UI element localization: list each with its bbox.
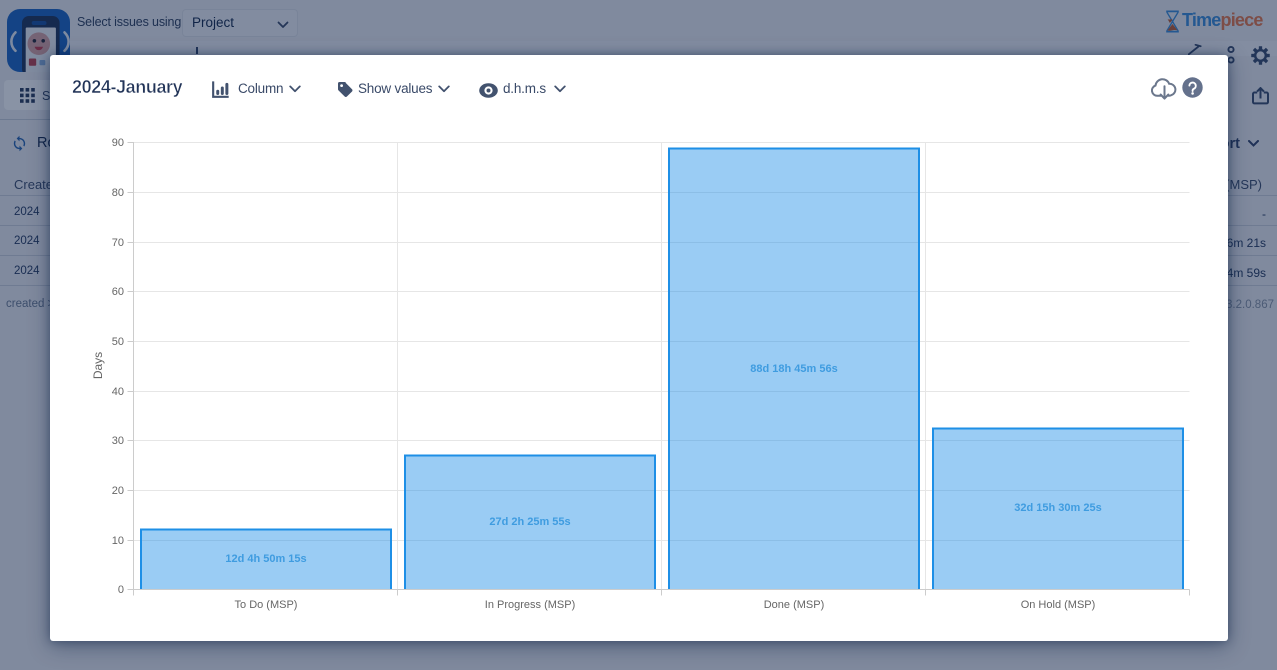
svg-text:20: 20	[112, 485, 124, 497]
svg-text:32d 15h 30m 25s: 32d 15h 30m 25s	[1014, 502, 1101, 514]
svg-text:40: 40	[112, 386, 124, 398]
svg-text:90: 90	[112, 137, 124, 149]
svg-text:To Do (MSP): To Do (MSP)	[235, 599, 298, 611]
svg-text:27d 2h 25m 55s: 27d 2h 25m 55s	[489, 516, 570, 528]
svg-text:On Hold (MSP): On Hold (MSP)	[1021, 599, 1096, 611]
svg-text:88d 18h 45m 56s: 88d 18h 45m 56s	[750, 363, 837, 375]
svg-text:10: 10	[112, 535, 124, 547]
svg-text:50: 50	[112, 336, 124, 348]
svg-text:Done (MSP): Done (MSP)	[764, 599, 825, 611]
svg-text:70: 70	[112, 237, 124, 249]
svg-text:In Progress (MSP): In Progress (MSP)	[485, 599, 575, 611]
svg-text:60: 60	[112, 286, 124, 298]
svg-text:0: 0	[118, 584, 124, 596]
svg-text:Days: Days	[91, 352, 105, 379]
svg-text:80: 80	[112, 187, 124, 199]
svg-text:30: 30	[112, 435, 124, 447]
svg-text:12d 4h 50m 15s: 12d 4h 50m 15s	[225, 553, 306, 565]
